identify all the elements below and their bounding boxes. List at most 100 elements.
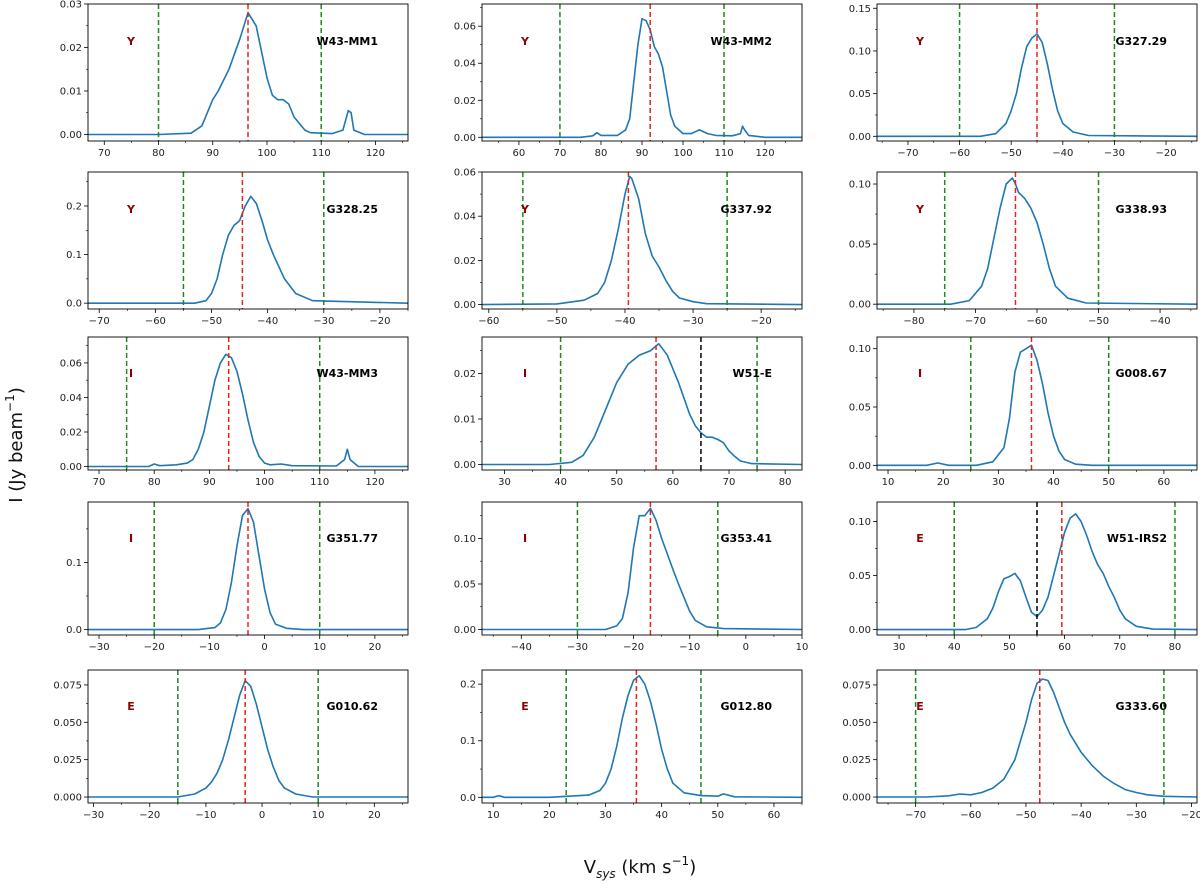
class-label: E	[916, 532, 924, 545]
y-tick-label: 0.025	[53, 755, 82, 766]
y-tick-label: 0.05	[849, 403, 871, 414]
y-tick-label: 0.02	[454, 369, 476, 380]
x-tick-label: 20	[937, 477, 950, 488]
y-tick-label: 0.05	[454, 579, 476, 590]
y-tick-label: 0.00	[849, 132, 871, 143]
spectrum-line	[482, 507, 802, 631]
x-axis-title-units: (km s	[616, 857, 672, 878]
x-tick-label: −40	[1150, 316, 1171, 327]
y-tick-label: 0.0	[66, 625, 82, 636]
source-name-label: G351.77	[327, 532, 378, 545]
x-tick-label: 80	[779, 477, 792, 488]
y-tick-label: 0.10	[849, 46, 871, 57]
panel-frame	[876, 336, 1198, 471]
x-tick-label: 10	[796, 642, 809, 653]
y-tick-label: 0.02	[454, 256, 476, 267]
x-tick-label: −20	[623, 642, 644, 653]
x-tick-label: 50	[1003, 642, 1016, 653]
y-tick-label: 0.00	[454, 625, 476, 636]
plot-area	[877, 670, 1197, 803]
y-tick-label: 0.00	[849, 300, 871, 311]
class-label: Y	[520, 35, 530, 48]
y-tick-label: 0.06	[454, 22, 476, 33]
x-tick-label: 10	[313, 642, 326, 653]
x-axis-title: Vsys (km s−1)	[584, 854, 696, 881]
y-tick-label: 0.10	[454, 534, 476, 545]
y-tick-label: 0.2	[66, 202, 82, 213]
x-tick-label: −50	[201, 316, 222, 327]
y-tick-label: 0.050	[53, 718, 82, 729]
spectrum-line	[88, 11, 408, 136]
y-tick-label: 0.04	[454, 59, 476, 70]
x-tick-label: −20	[369, 316, 390, 327]
y-tick-label: 0.075	[53, 680, 82, 691]
x-tick-label: −30	[88, 642, 109, 653]
x-tick-label: −20	[751, 316, 772, 327]
panel-frame	[87, 669, 409, 804]
class-label: I	[918, 367, 922, 380]
plot-area	[88, 337, 408, 470]
x-tick-label: 100	[255, 477, 274, 488]
x-tick-label: 90	[203, 477, 216, 488]
y-axis-title-sup: −1	[3, 394, 17, 412]
panel-frame	[481, 669, 803, 804]
x-tick-label: −20	[144, 642, 165, 653]
x-tick-label: 70	[1113, 642, 1126, 653]
panel-frame	[876, 669, 1198, 804]
spectrum-line	[877, 33, 1197, 138]
x-tick-label: −10	[195, 810, 216, 821]
x-tick-label: 60	[1158, 477, 1171, 488]
plot-area	[482, 4, 802, 141]
plot-area	[88, 670, 408, 803]
panel-g010.62: −30 −20 −10 0 10 20 0.000 0.025 0.050 0.075 G010.6…	[53, 669, 409, 821]
y-tick-label: 0.000	[53, 793, 82, 804]
x-axis-title-close: )	[689, 857, 696, 878]
y-tick-label: 0.10	[849, 180, 871, 191]
x-tick-label: −40	[1071, 810, 1092, 821]
class-label: E	[127, 700, 135, 713]
source-name-label: W43-MM1	[316, 35, 378, 48]
x-tick-label: −10	[199, 642, 220, 653]
y-tick-label: 0.1	[66, 558, 82, 569]
panel-w43-mm2: 60 70 80 90 100 110 120 0.00 0.02 0.04 0.06 W43-MM2…	[454, 3, 803, 159]
x-tick-label: 30	[498, 477, 511, 488]
x-tick-label: 80	[595, 148, 608, 159]
x-tick-label: 60	[1058, 642, 1071, 653]
class-label: I	[523, 532, 527, 545]
spectrum-line	[482, 17, 802, 139]
y-tick-label: 0.00	[60, 462, 82, 473]
y-axis-title: I (Jy beam−1)	[3, 387, 27, 503]
x-tick-label: −70	[89, 316, 110, 327]
x-tick-label: 30	[599, 810, 612, 821]
panel-g328.25: −70 −60 −50 −40 −30 −20 0.0 0.1 0.2 G328.25 Y	[66, 171, 409, 327]
panel-frame	[481, 501, 803, 636]
class-label: E	[521, 700, 529, 713]
spectrum-line	[877, 177, 1197, 306]
x-tick-label: −30	[313, 316, 334, 327]
plot-area	[88, 502, 408, 635]
x-tick-label: 100	[257, 148, 276, 159]
y-tick-label: 0.02	[454, 96, 476, 107]
x-tick-label: −20	[1181, 810, 1200, 821]
x-tick-label: 70	[98, 148, 111, 159]
panel-frame	[876, 3, 1198, 142]
panel-w43-mm3: 70 80 90 100 110 120 0.00 0.02 0.04 0.06 W43-MM3 I	[60, 336, 409, 488]
class-label: I	[523, 367, 527, 380]
source-name-label: G327.29	[1116, 35, 1167, 48]
x-tick-label: 30	[992, 477, 1005, 488]
source-name-label: G333.60	[1116, 700, 1168, 713]
x-tick-label: 40	[554, 477, 567, 488]
panel-frame	[481, 3, 803, 142]
x-tick-label: −40	[257, 316, 278, 327]
panel-g338.93: −80 −70 −60 −50 −40 0.00 0.05 0.10 G338.93 Y	[849, 171, 1198, 327]
panel-g012.80: 10 20 30 40 50 60 0.0 0.1 0.2 G012.80 E	[460, 669, 803, 821]
x-tick-label: 120	[365, 477, 384, 488]
x-tick-label: 40	[1047, 477, 1060, 488]
source-name-label: G010.62	[327, 700, 378, 713]
x-tick-label: 80	[148, 477, 161, 488]
x-tick-label: 50	[610, 477, 623, 488]
y-tick-label: 0.0	[460, 793, 476, 804]
x-tick-label: −10	[679, 642, 700, 653]
x-tick-label: 40	[655, 810, 668, 821]
panel-frame	[481, 336, 803, 471]
